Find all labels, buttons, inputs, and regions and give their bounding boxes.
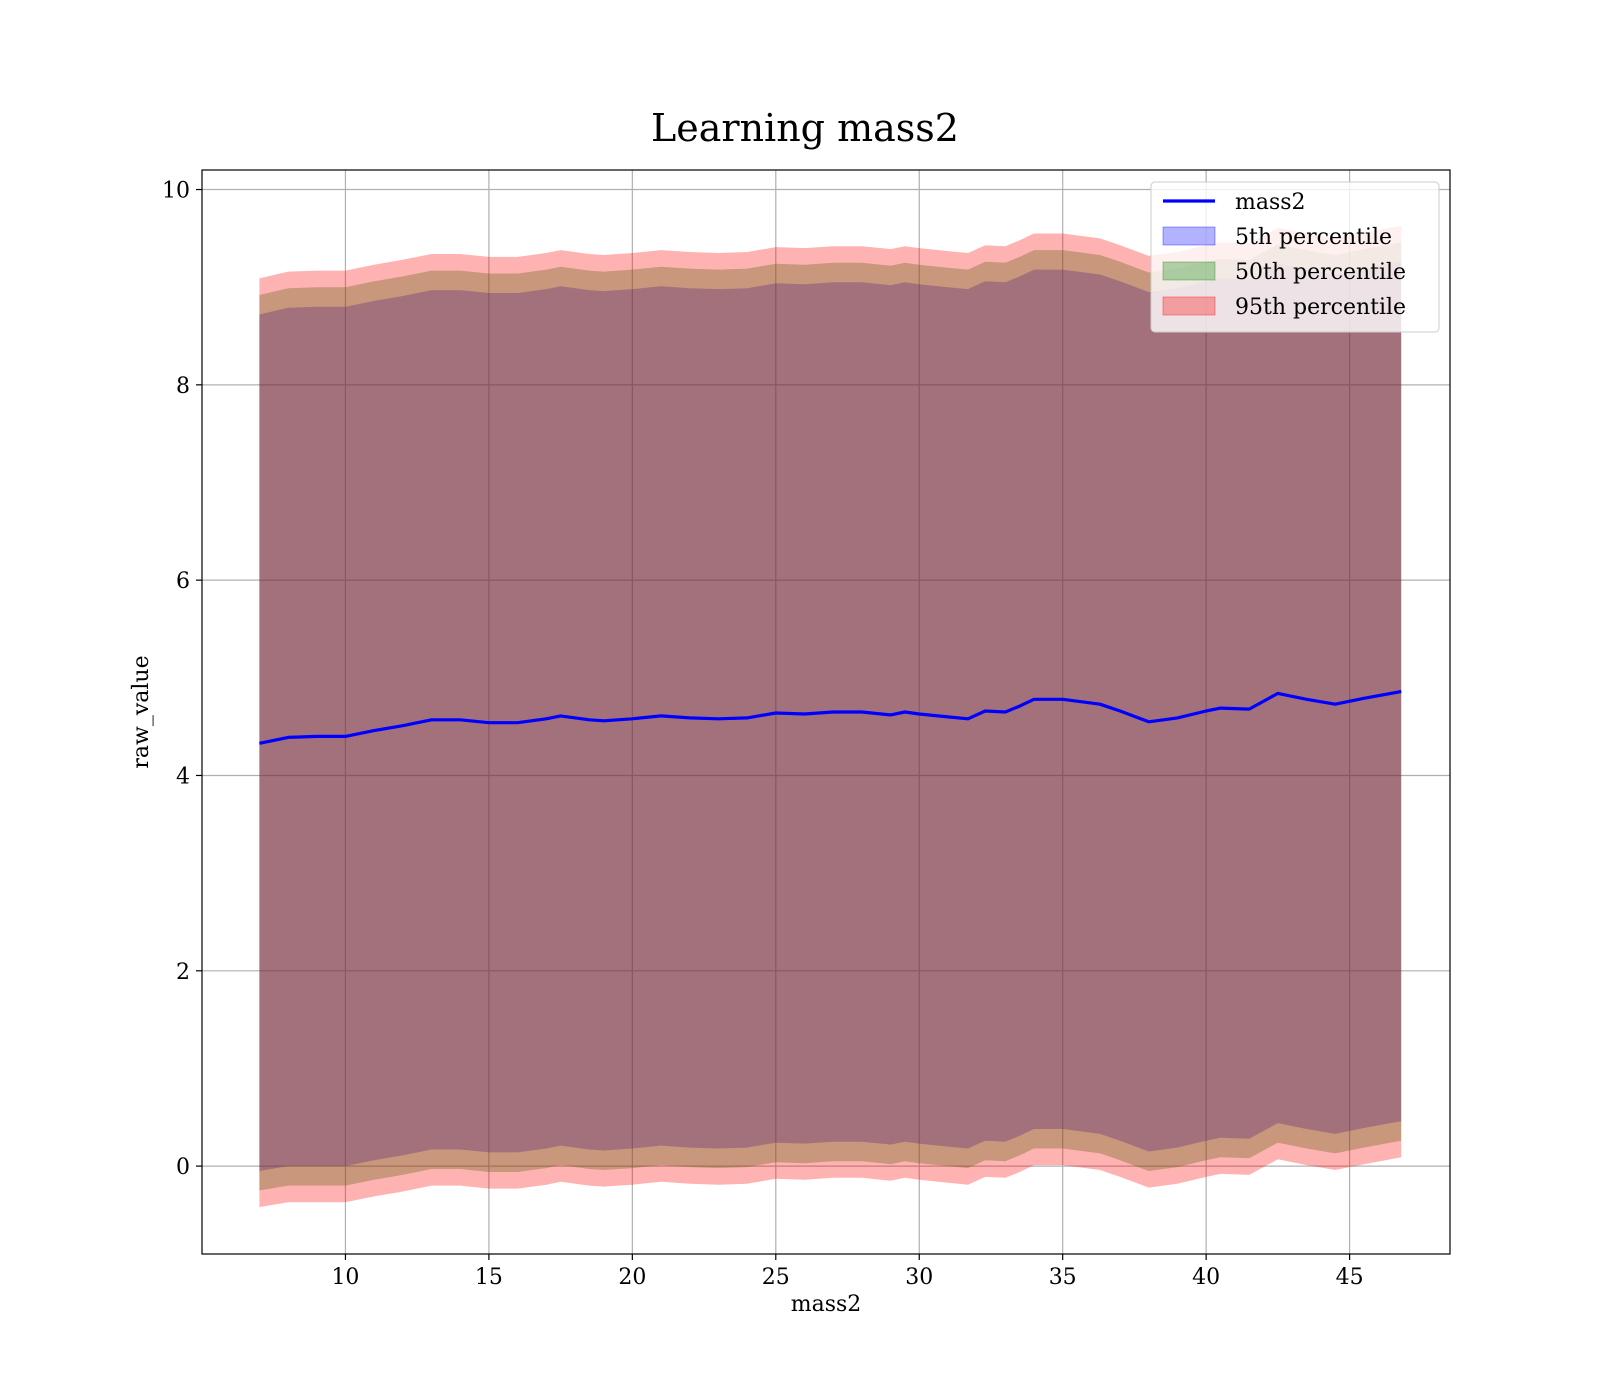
plot-area: 10 15 20 25 30 35 40 45 0 2 4 6 8 10: [162, 169, 1451, 1290]
band-95th-percentile: [259, 225, 1402, 1208]
legend: mass2 5th percentile 50th percentile 95th p…: [1150, 181, 1440, 333]
x-tick-label: 40: [1192, 1265, 1220, 1290]
chart-title: Learning mass2: [651, 106, 959, 150]
legend-label-50th-percentile: 50th percentile: [1235, 260, 1406, 285]
x-tick-label: 35: [1049, 1265, 1077, 1290]
percentile-bands: [259, 225, 1402, 1208]
x-tick-label: 10: [331, 1265, 359, 1290]
y-tick-label: 10: [162, 179, 190, 204]
legend-frame: [1150, 181, 1440, 333]
y-tick-label: 8: [176, 374, 190, 399]
plot-frame: [201, 169, 1451, 1255]
legend-swatch-5th-percentile: [1162, 226, 1216, 246]
series-lines: [259, 689, 1402, 745]
y-tick-label: 6: [176, 569, 190, 594]
x-tick-label: 30: [905, 1265, 933, 1290]
y-tick-label: 0: [176, 1155, 190, 1180]
line-mass2: [259, 689, 1402, 745]
band-5th-percentile: [259, 261, 1402, 1171]
band-50th-percentile: [259, 242, 1402, 1191]
y-tick-label: 4: [176, 764, 190, 789]
x-tick-label: 45: [1336, 1265, 1364, 1290]
y-axis-label: raw_value: [129, 655, 154, 768]
legend-label-5th-percentile: 5th percentile: [1235, 225, 1392, 250]
legend-label-mass2: mass2: [1235, 190, 1306, 215]
x-tick-label: 25: [762, 1265, 790, 1290]
x-axis-label: mass2: [791, 1292, 862, 1317]
legend-swatch-95th-percentile: [1162, 296, 1216, 316]
legend-swatch-50th-percentile: [1162, 261, 1216, 281]
y-tick-label: 2: [176, 960, 190, 985]
x-tick-label: 15: [475, 1265, 503, 1290]
y-axis-ticks: 0 2 4 6 8 10: [162, 179, 202, 1180]
x-axis-ticks: 10 15 20 25 30 35 40 45: [331, 1254, 1364, 1290]
legend-label-95th-percentile: 95th percentile: [1235, 295, 1406, 320]
x-tick-label: 20: [618, 1265, 646, 1290]
legend-items: mass2 5th percentile 50th percentile 95th p…: [1162, 190, 1406, 320]
